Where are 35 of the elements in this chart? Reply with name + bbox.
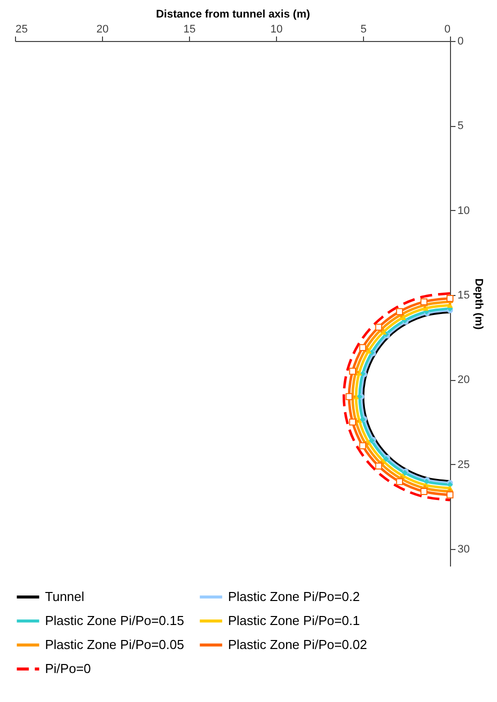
y-tick-label: 30 [458,544,470,556]
y-tick-label: 15 [458,290,470,302]
y-tick-label: 25 [458,458,470,471]
point [446,491,454,498]
point [396,478,403,486]
point [349,418,356,426]
x-tick-label: 25 [16,24,28,36]
y-tick-label: 10 [458,204,470,217]
point [359,442,366,450]
x-tick-label: 15 [183,24,196,36]
x-tick-label: 20 [96,24,109,36]
legend-label: Plastic Zone Pi/Po=0.05 [45,637,184,652]
point [375,324,382,331]
legend-label: Plastic Zone Pi/Po=0.15 [45,613,184,628]
point [446,294,454,302]
x-tick-label: 5 [360,24,367,36]
y-axis-title: Depth (m) [472,278,485,330]
point [420,488,428,495]
legend-label: Plastic Zone Pi/Po=0.1 [228,613,360,628]
y-tick-label: 5 [458,120,464,132]
point [359,344,366,351]
legend-label: Pi/Po=0 [45,661,91,676]
legend-label: Plastic Zone Pi/Po=0.02 [228,637,368,652]
point [375,462,382,470]
x-tick-label: 10 [270,24,283,36]
point [396,308,403,316]
legend-label: Plastic Zone Pi/Po=0.2 [228,589,360,604]
point [420,298,428,306]
x-tick-label: 0 [444,24,450,36]
legend-label: Tunnel [45,589,84,604]
point [346,393,353,400]
x-axis-title: Distance from tunnel axis (m) [156,8,310,20]
point [349,368,356,375]
y-tick-label: 0 [458,36,464,48]
y-tick-label: 20 [458,374,470,386]
